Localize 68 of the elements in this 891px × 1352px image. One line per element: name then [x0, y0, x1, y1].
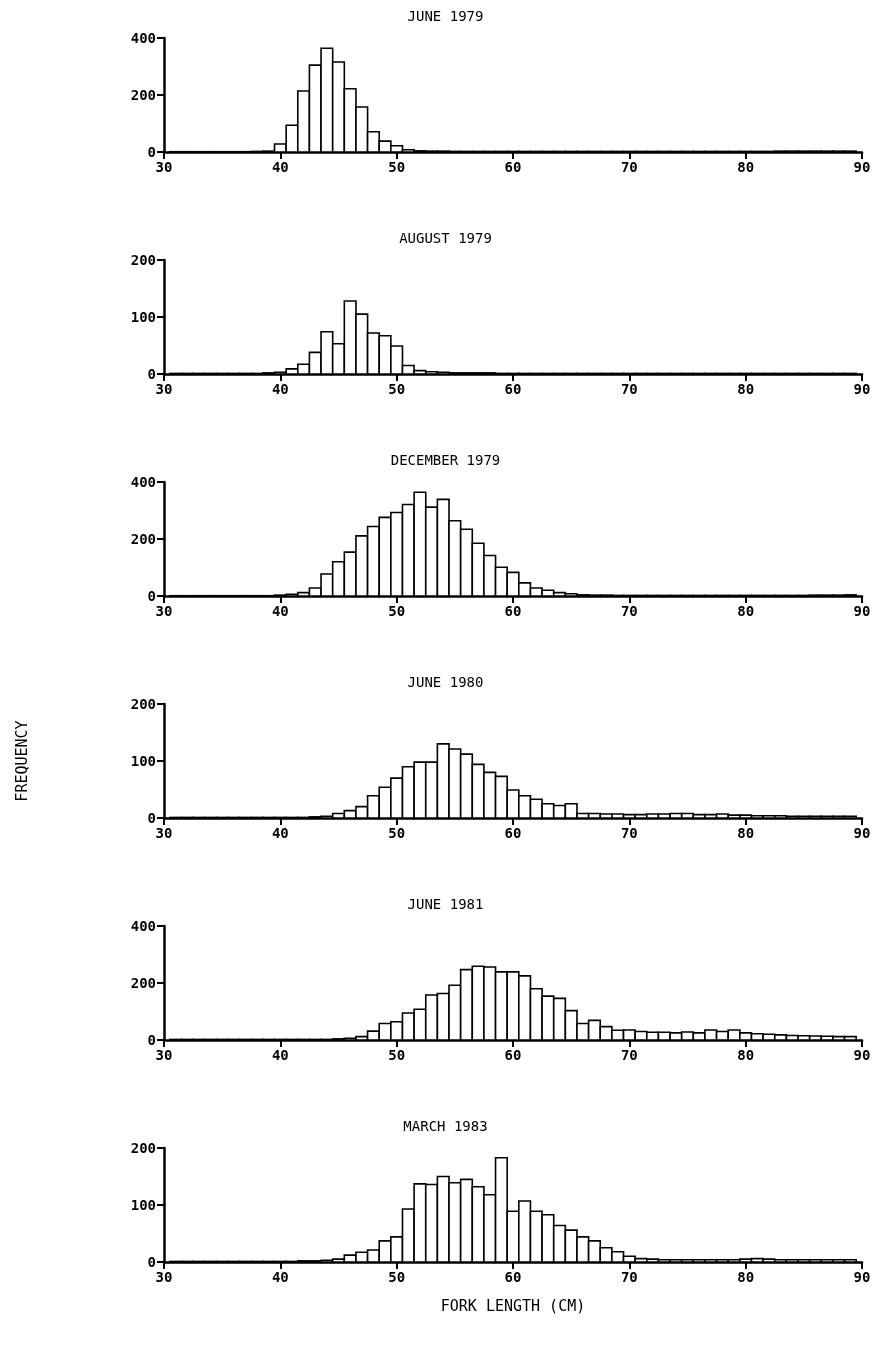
x-tick-label: 50	[388, 159, 406, 175]
x-tick-label: 60	[504, 603, 522, 619]
x-tick-label: 50	[388, 603, 406, 619]
x-tick-label: 70	[620, 1047, 638, 1063]
y-tick-label: 200	[130, 531, 156, 547]
x-tick-label: 30	[155, 825, 173, 841]
chart-title: DECEMBER 1979	[390, 452, 501, 468]
y-tick-label: 200	[130, 87, 156, 103]
x-tick-label: 90	[853, 381, 871, 397]
chart-title: JUNE 1979	[407, 8, 484, 24]
x-tick-label: 90	[853, 1047, 871, 1063]
x-tick-label: 60	[504, 1269, 522, 1285]
x-tick-label: 60	[504, 825, 522, 841]
x-tick-label: 40	[271, 381, 289, 397]
x-tick-label: 40	[271, 1047, 289, 1063]
x-tick-label: 60	[504, 159, 522, 175]
chart-title: MARCH 1983	[403, 1118, 488, 1134]
x-tick-label: 50	[388, 1047, 406, 1063]
x-tick-label: 70	[620, 1269, 638, 1285]
x-tick-label: 80	[737, 825, 755, 841]
x-tick-label: 90	[853, 159, 871, 175]
x-tick-label: 80	[737, 1269, 755, 1285]
y-tick-label: 100	[130, 1197, 156, 1213]
y-tick-label: 0	[147, 144, 156, 160]
y-tick-label: 0	[147, 1254, 156, 1270]
y-tick-label: 400	[130, 474, 156, 490]
x-tick-label: 80	[737, 381, 755, 397]
x-tick-label: 50	[388, 381, 406, 397]
x-tick-label: 30	[155, 603, 173, 619]
x-tick-label: 70	[620, 603, 638, 619]
x-tick-label: 70	[620, 381, 638, 397]
x-tick-label: 70	[620, 825, 638, 841]
y-tick-label: 400	[130, 918, 156, 934]
x-tick-label: 80	[737, 159, 755, 175]
y-tick-label: 200	[130, 975, 156, 991]
x-tick-label: 60	[504, 381, 522, 397]
x-tick-label: 30	[155, 381, 173, 397]
y-tick-label: 200	[130, 252, 156, 268]
x-tick-label: 50	[388, 825, 406, 841]
x-axis-title: FORK LENGTH (CM)	[440, 1296, 586, 1315]
x-tick-label: 40	[271, 159, 289, 175]
y-tick-label: 200	[130, 696, 156, 712]
x-tick-label: 80	[737, 1047, 755, 1063]
x-tick-label: 30	[155, 1047, 173, 1063]
chart-title: JUNE 1980	[407, 674, 484, 690]
y-tick-label: 200	[130, 1140, 156, 1156]
y-tick-label: 0	[147, 588, 156, 604]
y-tick-label: 400	[130, 30, 156, 46]
x-tick-label: 30	[155, 159, 173, 175]
x-tick-label: 70	[620, 159, 638, 175]
chart-title: JUNE 1981	[407, 896, 484, 912]
y-tick-label: 0	[147, 1032, 156, 1048]
y-tick-label: 0	[147, 366, 156, 382]
x-tick-label: 50	[388, 1269, 406, 1285]
x-tick-label: 40	[271, 825, 289, 841]
x-tick-label: 40	[271, 603, 289, 619]
x-tick-label: 60	[504, 1047, 522, 1063]
chart-title: AUGUST 1979	[399, 230, 492, 246]
x-tick-label: 90	[853, 603, 871, 619]
y-tick-label: 100	[130, 309, 156, 325]
x-tick-label: 90	[853, 1269, 871, 1285]
x-tick-label: 80	[737, 603, 755, 619]
y-tick-label: 100	[130, 753, 156, 769]
y-tick-label: 0	[147, 810, 156, 826]
x-tick-label: 90	[853, 825, 871, 841]
x-tick-label: 30	[155, 1269, 173, 1285]
y-axis-title: FREQUENCY	[12, 720, 31, 802]
x-tick-label: 40	[271, 1269, 289, 1285]
